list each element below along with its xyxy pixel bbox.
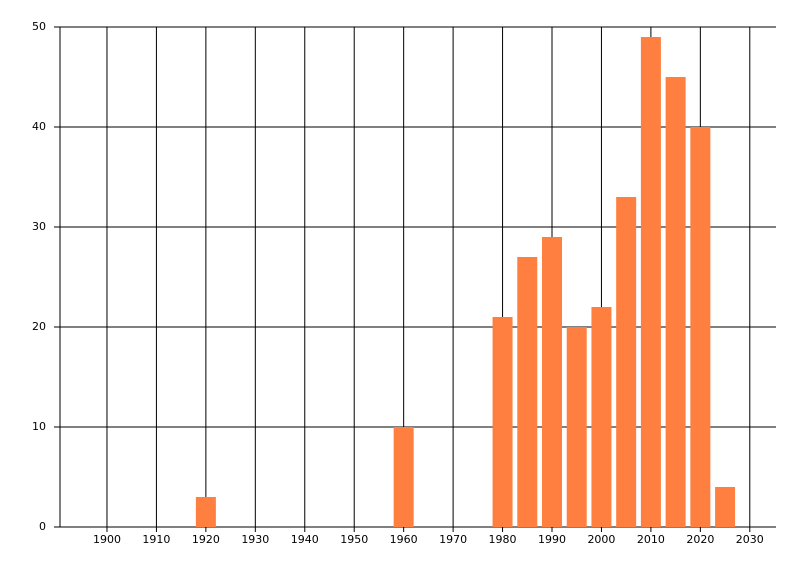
x-tick-label: 1900 [93, 533, 121, 546]
bar [517, 257, 538, 527]
x-tick-label: 1960 [390, 533, 418, 546]
bar [690, 127, 711, 527]
x-tick-label: 1970 [439, 533, 467, 546]
y-tick-label: 30 [32, 220, 46, 233]
y-tick-label: 40 [32, 120, 46, 133]
y-tick-label: 20 [32, 320, 46, 333]
y-tick-label: 0 [39, 520, 46, 533]
bar [566, 327, 587, 527]
x-tick-label: 1940 [291, 533, 319, 546]
bar [195, 497, 216, 527]
x-tick-label: 1950 [340, 533, 368, 546]
x-tick-label: 1980 [489, 533, 517, 546]
x-tick-label: 2010 [637, 533, 665, 546]
x-tick-label: 2020 [686, 533, 714, 546]
bar [542, 237, 563, 527]
bar [616, 197, 637, 527]
bar [640, 37, 661, 527]
x-tick-label: 2030 [736, 533, 764, 546]
bar [591, 307, 612, 527]
x-tick-label: 1990 [538, 533, 566, 546]
bar [393, 427, 414, 527]
bar [492, 317, 513, 527]
bar [665, 77, 686, 527]
x-tick-label: 1930 [241, 533, 269, 546]
x-tick-label: 2000 [587, 533, 615, 546]
y-tick-label: 10 [32, 420, 46, 433]
x-tick-label: 1920 [192, 533, 220, 546]
x-tick-label: 1910 [142, 533, 170, 546]
bar [715, 487, 736, 527]
y-tick-label: 50 [32, 20, 46, 33]
